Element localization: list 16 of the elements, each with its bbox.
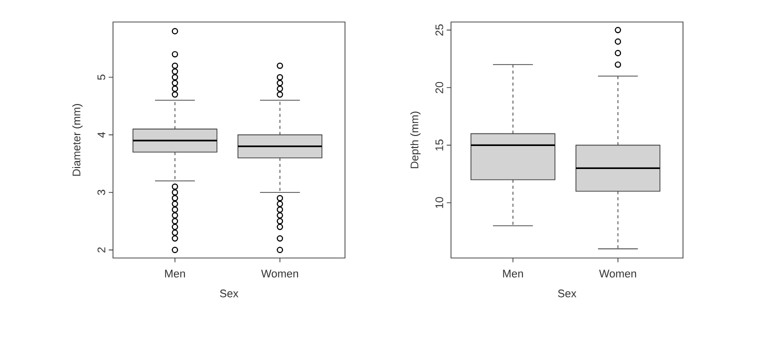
- y-tick-label: 15: [436, 140, 444, 150]
- x-tick-label: Women: [599, 270, 636, 278]
- y-tick-label: 10: [435, 197, 444, 208]
- y-tick-label: 3: [97, 190, 106, 196]
- x-axis-title: Sex: [220, 290, 238, 298]
- x-axis-title: Sex: [558, 290, 576, 298]
- y-axis-title: Diameter (mm): [72, 104, 83, 176]
- x-tick-label: Men: [165, 270, 185, 278]
- y-tick-label: 4: [98, 132, 106, 138]
- y-tick-label: 5: [98, 74, 106, 80]
- y-tick-label: 25: [435, 24, 444, 36]
- y-tick-label: 2: [98, 247, 106, 252]
- x-tick-label: Women: [261, 270, 298, 278]
- x-tick-label: Men: [503, 270, 523, 278]
- y-tick-label: 20: [435, 82, 444, 94]
- y-axis-title: Depth (mm): [410, 112, 421, 168]
